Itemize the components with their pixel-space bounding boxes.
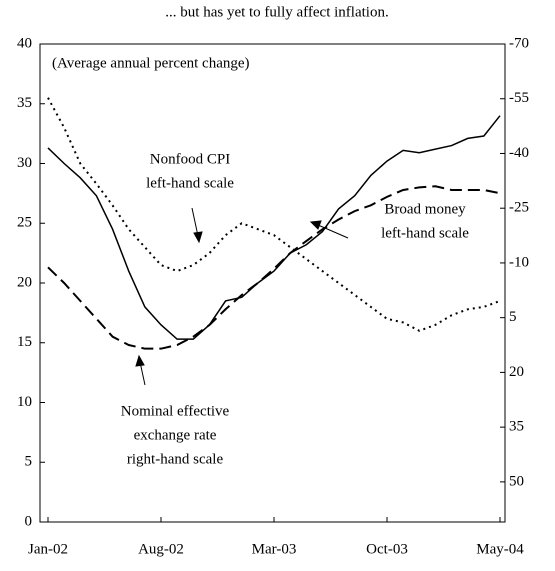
annotation: Broad money (384, 201, 466, 217)
series-line (47, 185, 501, 350)
x-tick-label: Jan-02 (28, 541, 68, 557)
plot-frame (39, 43, 506, 523)
subtitle: (Average annual percent change) (52, 55, 250, 71)
y2-tick-label: -55 (509, 90, 529, 106)
series-line (47, 97, 501, 332)
annotation: right-hand scale (127, 451, 224, 467)
x-tick-label: Mar-03 (252, 541, 297, 557)
y2-tick-label: -25 (509, 200, 529, 216)
y2-tick-label: -70 (509, 35, 529, 51)
y-tick-label: 40 (17, 35, 32, 51)
x-tick-label: Aug-02 (138, 541, 184, 557)
y-tick-label: 5 (25, 454, 33, 470)
annotation: exchange rate (134, 427, 217, 443)
x-tick-label: Oct-03 (366, 541, 408, 557)
annotation: left-hand scale (381, 225, 469, 241)
y2-tick-label: 20 (509, 364, 524, 380)
y2-tick-label: -10 (509, 254, 529, 270)
annotation: Nonfood CPI (150, 151, 230, 167)
y2-tick-label: 5 (509, 309, 517, 325)
annotation: Nominal effective (121, 403, 230, 419)
y-tick-label: 0 (25, 513, 33, 529)
y-tick-label: 30 (17, 155, 32, 171)
y-tick-label: 10 (17, 394, 32, 410)
series-line (47, 115, 501, 340)
y-tick-label: 25 (17, 215, 32, 231)
y-tick-label: 35 (17, 95, 32, 111)
y-tick-label: 20 (17, 274, 32, 290)
x-tick-label: May-04 (476, 541, 524, 557)
chart-title: ... but has yet to fully affect inflatio… (165, 4, 388, 20)
y2-tick-label: -40 (509, 145, 529, 161)
y2-tick-label: 50 (509, 473, 524, 489)
annotation: left-hand scale (146, 175, 234, 191)
y2-tick-label: 35 (509, 419, 524, 435)
y-tick-label: 15 (17, 334, 32, 350)
annotation-arrows (135, 207, 349, 386)
